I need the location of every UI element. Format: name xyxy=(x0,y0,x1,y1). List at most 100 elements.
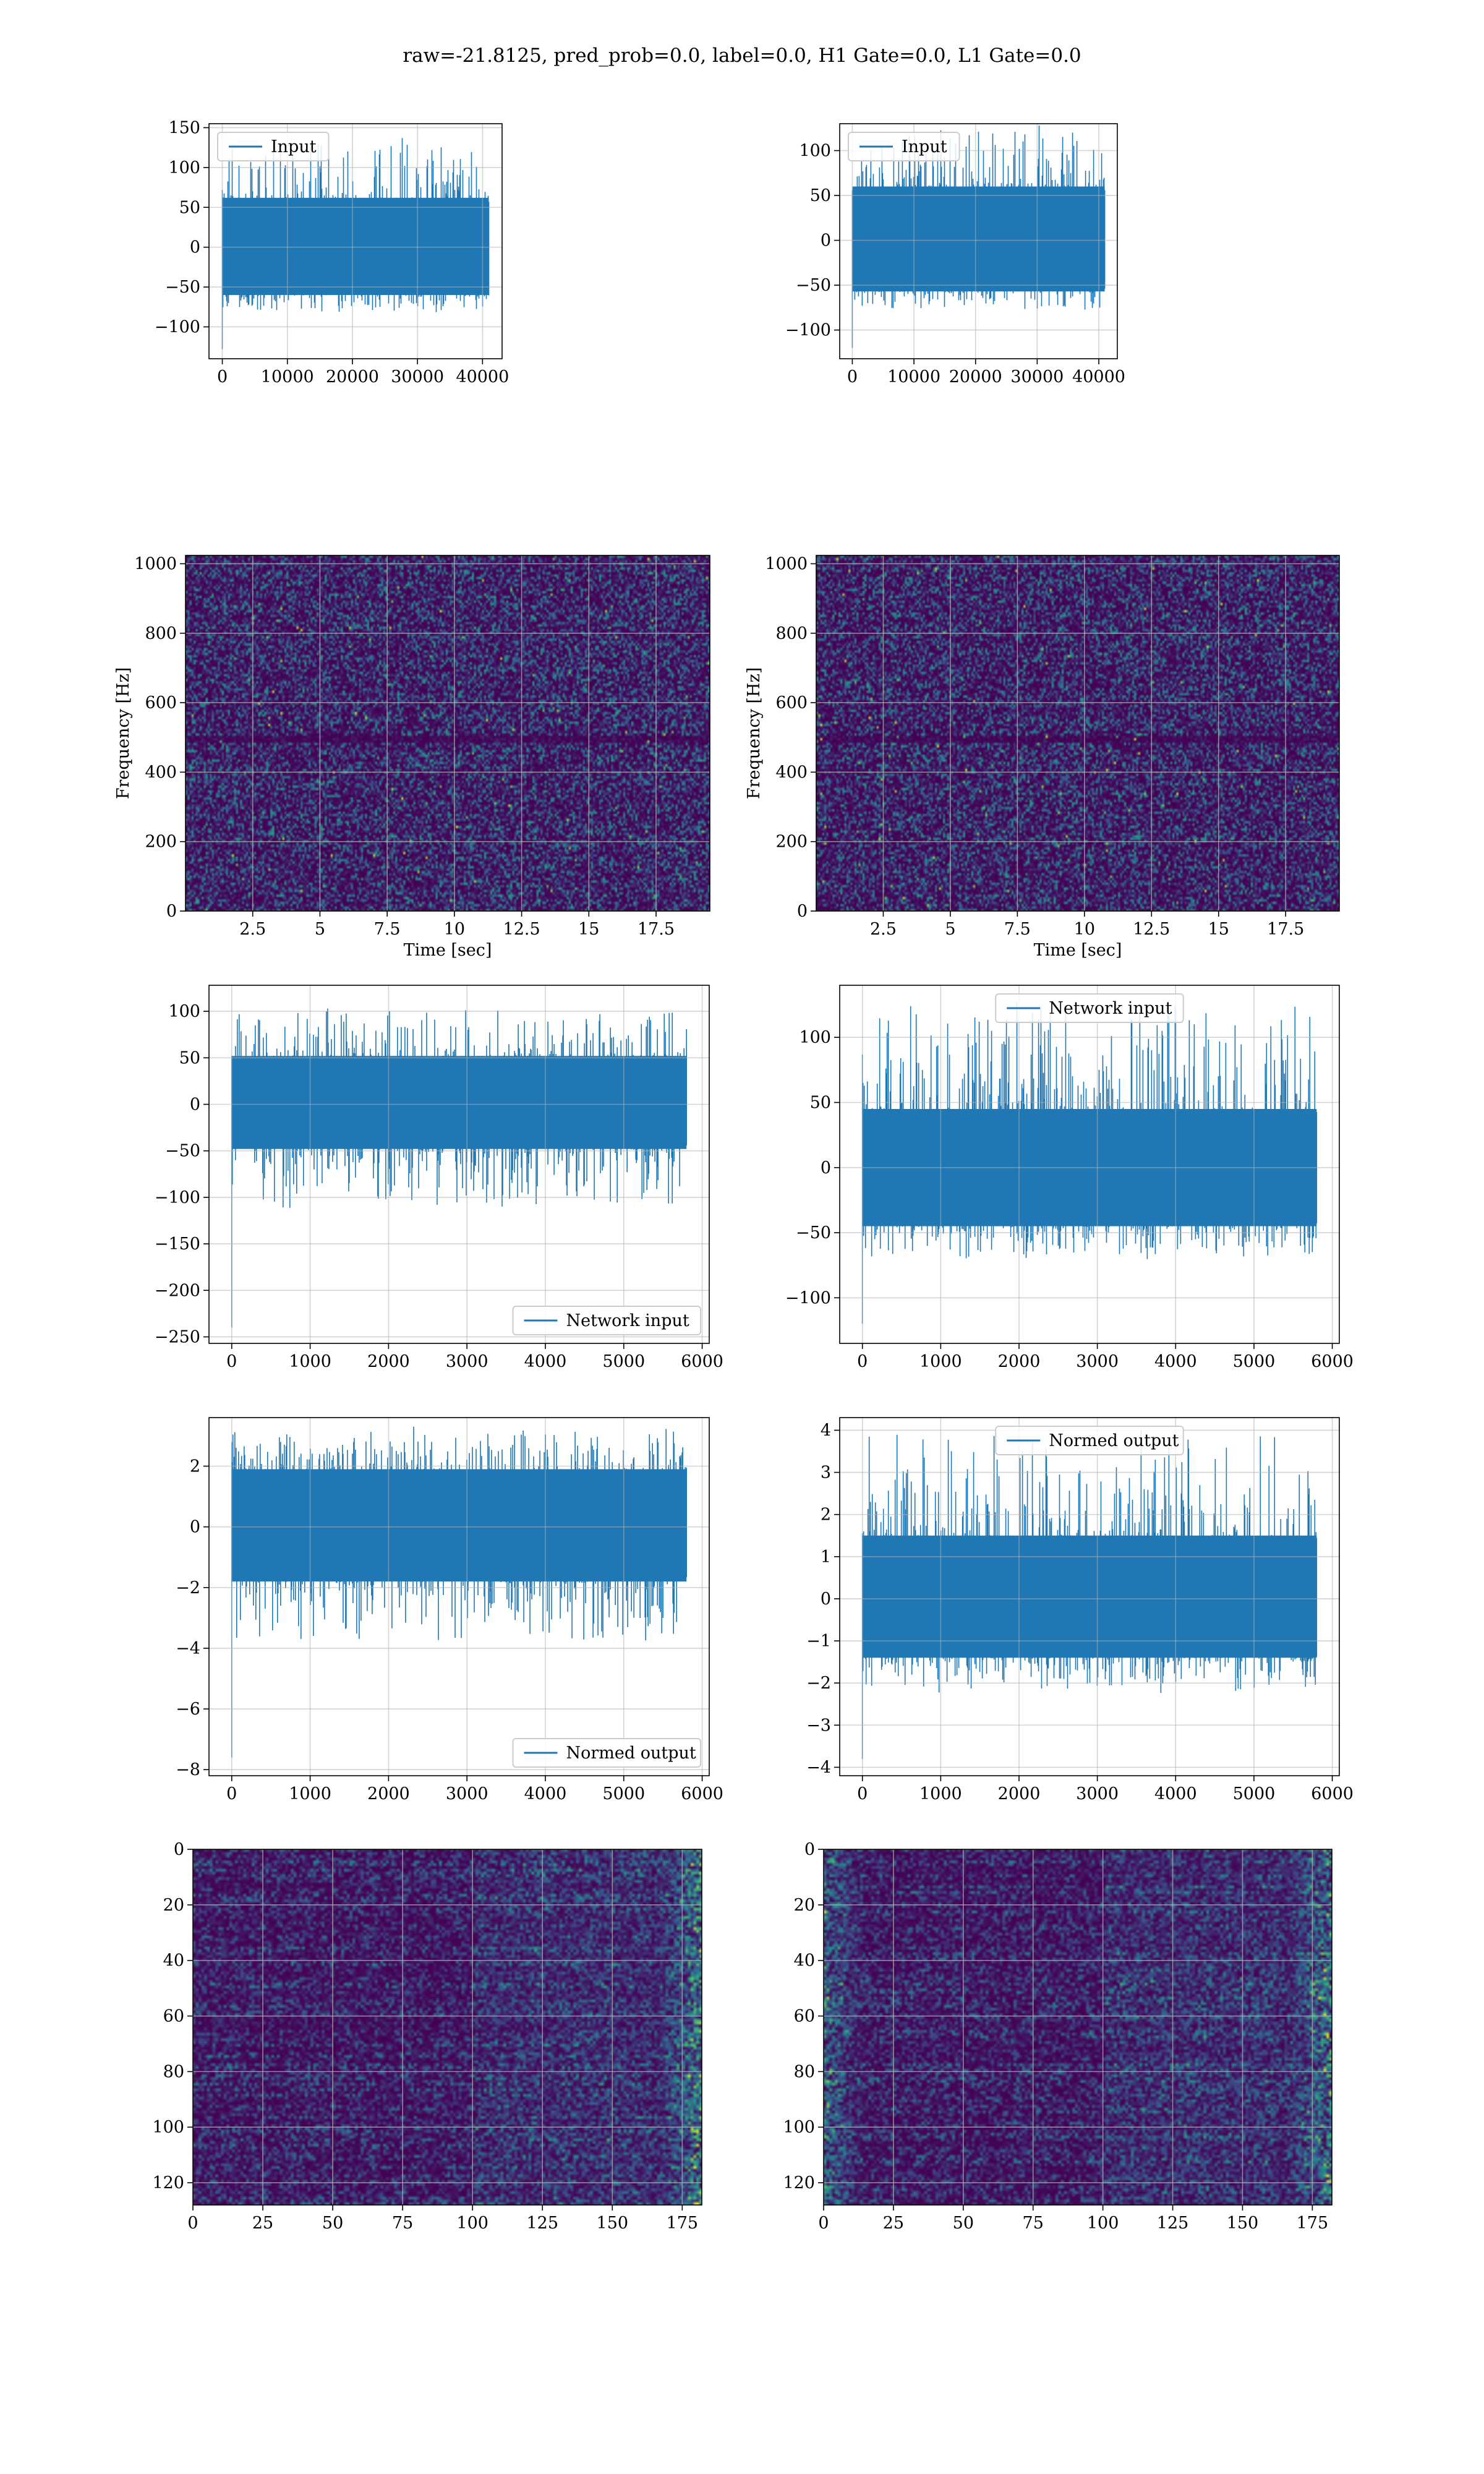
x-tick-label: 1000 xyxy=(919,1352,962,1371)
y-tick-label: 100 xyxy=(168,1002,200,1021)
x-tick-label: 0 xyxy=(818,2214,829,2233)
legend: Network input xyxy=(512,1306,701,1335)
legend: Network input xyxy=(995,993,1184,1023)
plot-area xyxy=(840,1418,1339,1776)
x-axis-label: Time [sec] xyxy=(404,941,492,960)
x-tick-label: 25 xyxy=(883,2214,904,2233)
y-tick-label: −4 xyxy=(176,1639,200,1658)
y-tick-label: 40 xyxy=(163,1951,184,1971)
x-tick-label: 100 xyxy=(456,2214,488,2233)
legend: Input xyxy=(217,132,330,161)
x-tick-label: 2000 xyxy=(367,1352,410,1371)
legend-box xyxy=(512,1306,701,1335)
x-tick-label: 175 xyxy=(667,2214,699,2233)
legend-box xyxy=(512,1738,701,1768)
x-tick-label: 30000 xyxy=(1010,367,1064,387)
x-tick-label: 4000 xyxy=(524,1352,567,1371)
x-tick-label: 0 xyxy=(226,1784,237,1804)
y-tick-label: 200 xyxy=(775,833,808,852)
y-tick-label: −200 xyxy=(155,1281,200,1300)
x-tick-label: 0 xyxy=(857,1784,868,1804)
y-tick-label: 40 xyxy=(794,1951,815,1971)
plot-area xyxy=(193,1849,702,2205)
y-tick-label: 0 xyxy=(821,231,831,250)
y-tick-label: 80 xyxy=(163,2062,184,2081)
axes-frame xyxy=(823,1849,1333,2206)
plot-area xyxy=(209,985,709,1343)
y-tick-label: 50 xyxy=(810,186,831,205)
gridlines xyxy=(840,985,1339,1343)
legend-label: Input xyxy=(271,137,317,156)
x-tick-label: 100 xyxy=(1087,2214,1119,2233)
x-tick-label: 0 xyxy=(847,367,858,387)
x-tick-label: 20000 xyxy=(949,367,1002,387)
axes-frame xyxy=(192,1849,702,2206)
y-tick-label: 0 xyxy=(174,1840,184,1859)
x-tick-label: 2000 xyxy=(367,1784,410,1804)
x-axis-label: Time [sec] xyxy=(1034,941,1122,960)
x-tick-label: 10 xyxy=(444,920,465,939)
panel-qtransform-h1: 0 25 50 75 100 125 150 175 0 20 40 60 80 100 120 xyxy=(152,1840,702,2233)
panel-spectrogram-h1: 2.5 5 7.5 10 12.5 15 17.5 0 200 400 600 800 1000 Time… xyxy=(114,554,710,960)
signal-core xyxy=(862,1535,1317,1658)
y-axis-label: Frequency [Hz] xyxy=(114,667,133,799)
heatmap-image xyxy=(186,555,710,911)
x-tick-label: 50 xyxy=(953,2214,974,2233)
y-tick-label: −100 xyxy=(785,1288,831,1308)
y-tick-label: 0 xyxy=(804,1840,815,1859)
y-tick-label: 100 xyxy=(168,158,200,178)
x-tick-label: 3000 xyxy=(446,1784,488,1804)
x-tick-label: 4000 xyxy=(1154,1784,1197,1804)
x-tick-label: 12.5 xyxy=(503,920,540,939)
panel-normed-output-h1: 0 1000 2000 3000 4000 5000 6000 −8 −6 −4 −2 0 2 Norme… xyxy=(176,1417,723,1804)
x-tick-label: 1000 xyxy=(289,1352,331,1371)
x-tick-label: 4000 xyxy=(1154,1352,1197,1371)
y-tick-label: 0 xyxy=(797,902,808,921)
y-tick-label: 2 xyxy=(821,1505,831,1525)
x-tick-label: 12.5 xyxy=(1133,920,1170,939)
signal-core xyxy=(231,1056,687,1149)
legend: Normed output xyxy=(995,1426,1184,1455)
x-tick-label: 50 xyxy=(322,2214,343,2233)
x-tick-label: 10000 xyxy=(261,367,314,387)
axes-frame xyxy=(185,555,710,912)
x-tick-label: 150 xyxy=(597,2214,629,2233)
x-tick-label: 0 xyxy=(187,2214,198,2233)
y-tick-label: 0 xyxy=(821,1590,831,1609)
signal-core xyxy=(852,186,1105,292)
x-tick-label: 0 xyxy=(226,1352,237,1371)
y-tick-label: −50 xyxy=(796,1223,831,1243)
x-tick-label: 40000 xyxy=(456,367,509,387)
y-tick-label: 150 xyxy=(168,118,200,137)
x-tick-label: 5 xyxy=(315,920,325,939)
y-tick-label: −8 xyxy=(176,1760,200,1779)
y-tick-label: 1000 xyxy=(134,554,177,573)
legend-label: Normed output xyxy=(566,1744,696,1763)
panel-normed-output-l1: 0 1000 2000 3000 4000 5000 6000 −4 −3 −2 −1 0 1 2 3 4 No… xyxy=(806,1417,1354,1804)
signal-core xyxy=(222,197,489,295)
x-tick-label: 0 xyxy=(217,367,228,387)
y-tick-label: −2 xyxy=(176,1578,200,1598)
gridlines xyxy=(209,985,709,1343)
x-tick-label: 3000 xyxy=(1076,1784,1119,1804)
axes-frame xyxy=(839,1417,1340,1776)
y-tick-label: 0 xyxy=(821,1158,831,1178)
x-tick-label: 6000 xyxy=(1311,1352,1354,1371)
y-tick-label: 1 xyxy=(821,1547,831,1567)
y-tick-label: −50 xyxy=(796,276,831,295)
y-tick-label: −50 xyxy=(165,1142,200,1161)
panel-input-l1: 0 10000 20000 30000 40000 −100 −50 0 50 100 Input xyxy=(785,123,1125,387)
legend-box xyxy=(995,993,1184,1023)
y-tick-label: 120 xyxy=(783,2173,815,2193)
heatmap-image xyxy=(824,1849,1332,2205)
legend-label: Network input xyxy=(1049,999,1172,1018)
gridlines xyxy=(209,1418,709,1776)
y-tick-label: −50 xyxy=(165,278,200,297)
x-tick-label: 2.5 xyxy=(870,920,897,939)
gridlines xyxy=(840,1418,1339,1776)
x-tick-label: 6000 xyxy=(681,1352,723,1371)
y-tick-label: 0 xyxy=(190,1095,200,1114)
legend-box xyxy=(995,1426,1184,1455)
legend-label: Input xyxy=(902,137,947,156)
